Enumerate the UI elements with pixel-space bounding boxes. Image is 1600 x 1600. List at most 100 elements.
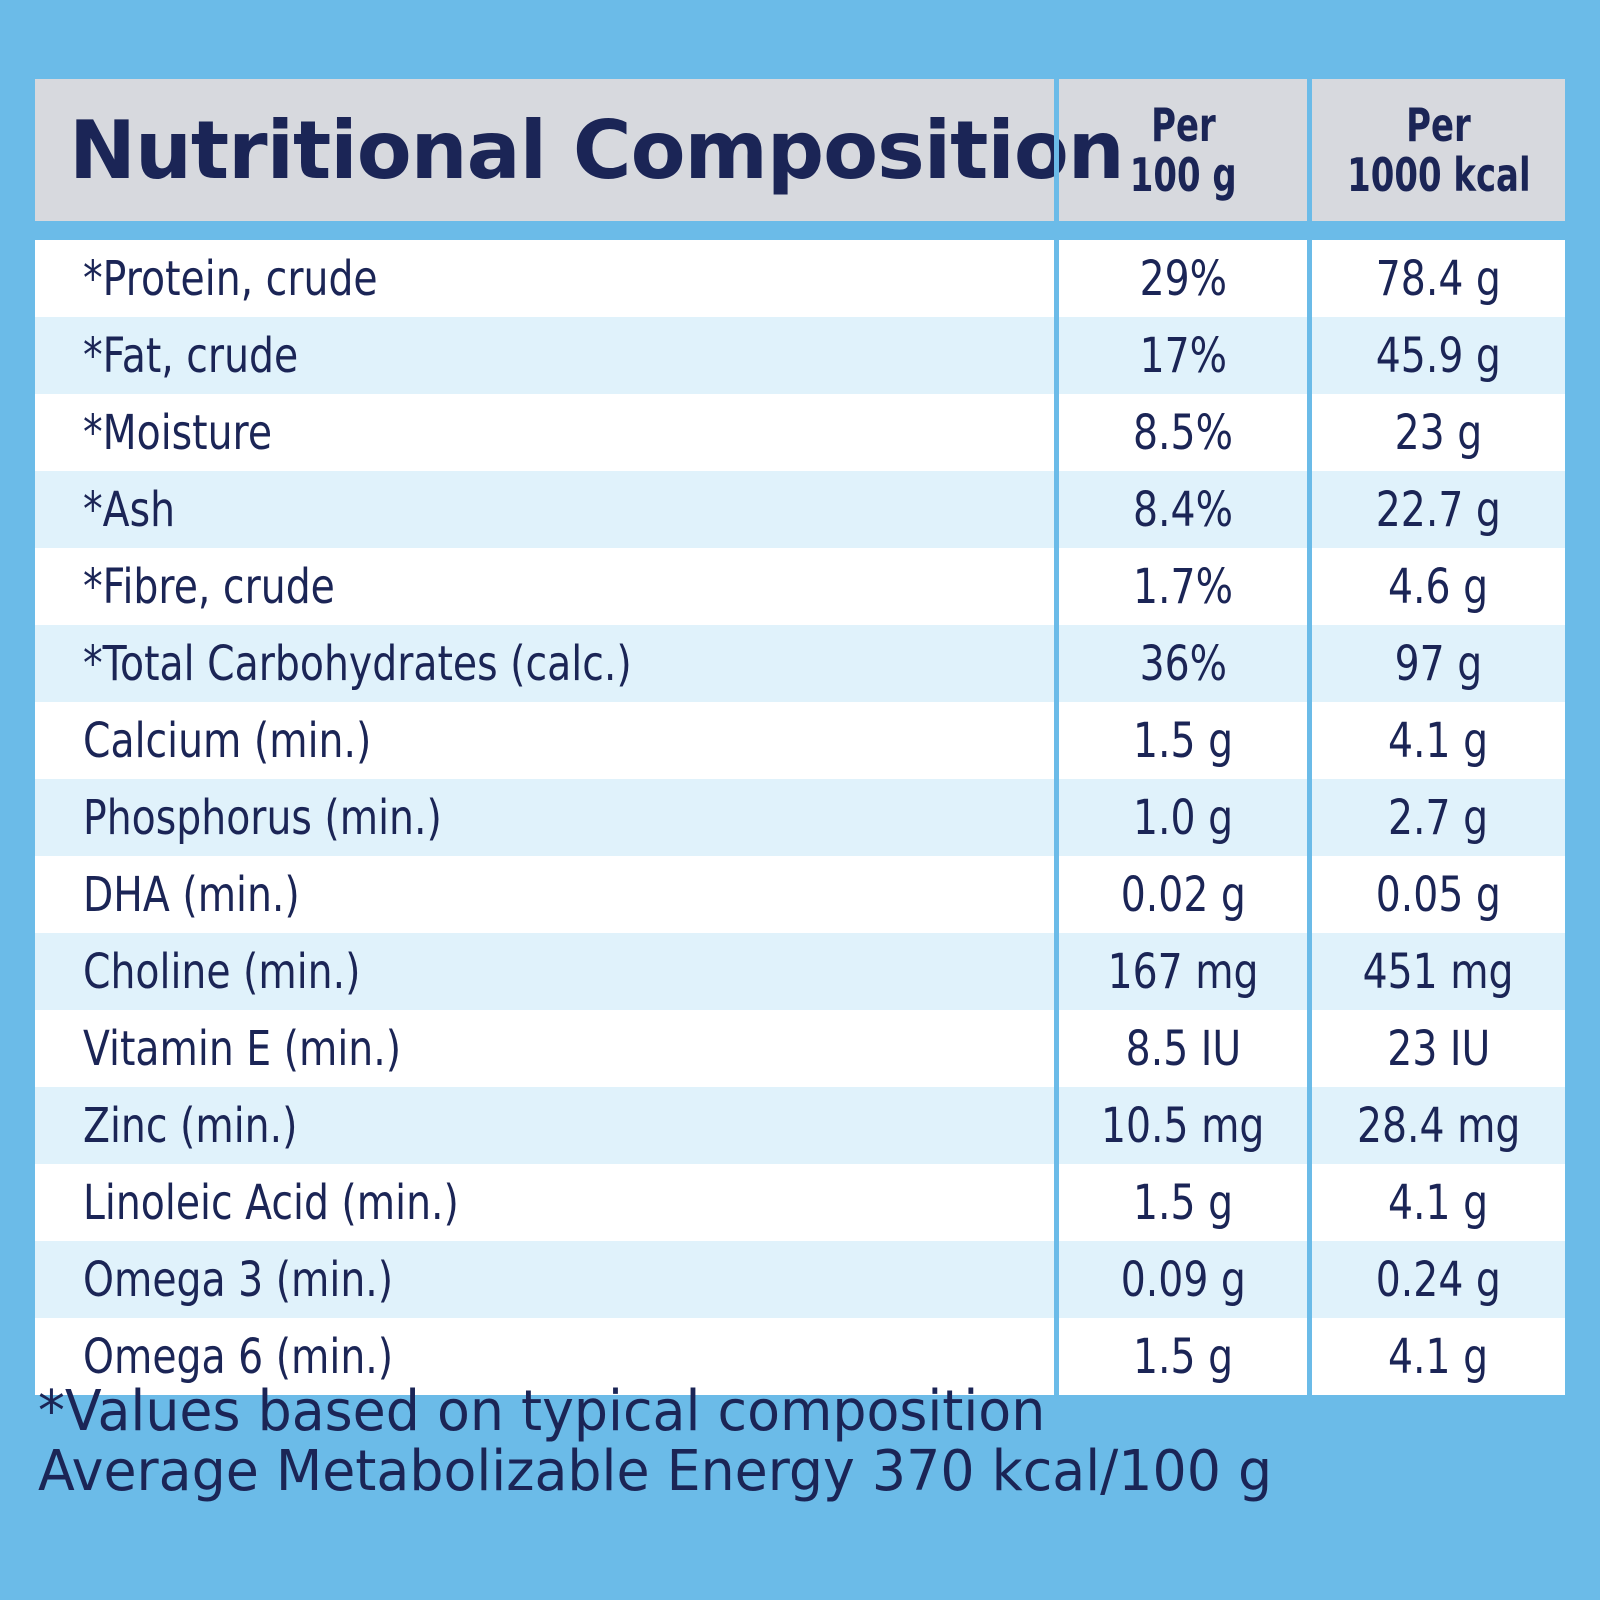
nutrient-name-text: DHA (min.) bbox=[83, 866, 300, 923]
nutrient-name-text: Omega 6 (min.) bbox=[83, 1328, 394, 1385]
value-per-100g-text: 8.5 IU bbox=[1125, 1020, 1241, 1077]
value-per-100g: 1.5 g bbox=[1054, 1318, 1312, 1395]
value-per-100g: 17% bbox=[1054, 317, 1312, 394]
nutrient-name-text: *Moisture bbox=[83, 404, 273, 461]
value-per-1000kcal: 451 mg bbox=[1312, 933, 1565, 1010]
footer-notes: *Values based on typical composition Ave… bbox=[38, 1382, 1324, 1502]
value-per-1000kcal-text: 0.05 g bbox=[1375, 866, 1502, 923]
value-per-1000kcal: 0.05 g bbox=[1312, 856, 1565, 933]
table-row: *Total Carbohydrates (calc.) 36% 97 g bbox=[35, 625, 1565, 702]
table-row: Calcium (min.) 1.5 g 4.1 g bbox=[35, 702, 1565, 779]
value-per-1000kcal: 23 IU bbox=[1312, 1010, 1565, 1087]
value-per-100g: 8.4% bbox=[1054, 471, 1312, 548]
column-header-per-1000kcal-line2: 1000 kcal bbox=[1346, 148, 1531, 202]
value-per-100g-text: 29% bbox=[1139, 250, 1227, 307]
value-per-100g: 167 mg bbox=[1054, 933, 1312, 1010]
table-row: *Protein, crude 29% 78.4 g bbox=[35, 240, 1565, 317]
value-per-1000kcal-text: 28.4 mg bbox=[1356, 1097, 1521, 1154]
value-per-1000kcal-text: 4.6 g bbox=[1388, 558, 1489, 615]
nutrient-name-text: Omega 3 (min.) bbox=[83, 1251, 394, 1308]
value-per-1000kcal: 4.6 g bbox=[1312, 548, 1565, 625]
value-per-1000kcal-text: 97 g bbox=[1394, 635, 1483, 692]
table-row: *Moisture 8.5% 23 g bbox=[35, 394, 1565, 471]
value-per-1000kcal-text: 2.7 g bbox=[1388, 789, 1489, 846]
table-row: DHA (min.) 0.02 g 0.05 g bbox=[35, 856, 1565, 933]
table-row: Omega 3 (min.) 0.09 g 0.24 g bbox=[35, 1241, 1565, 1318]
value-per-100g-text: 1.0 g bbox=[1132, 789, 1234, 846]
nutrient-name-text: Phosphorus (min.) bbox=[83, 789, 442, 846]
value-per-1000kcal: 2.7 g bbox=[1312, 779, 1565, 856]
footnote: *Values based on typical composition bbox=[38, 1379, 1046, 1444]
nutrient-name: Vitamin E (min.) bbox=[35, 1010, 1054, 1087]
value-per-1000kcal-text: 4.1 g bbox=[1388, 712, 1489, 769]
table-row: Phosphorus (min.) 1.0 g 2.7 g bbox=[35, 779, 1565, 856]
nutrient-name: Omega 3 (min.) bbox=[35, 1241, 1054, 1318]
nutrient-name: *Total Carbohydrates (calc.) bbox=[35, 625, 1054, 702]
value-per-1000kcal: 22.7 g bbox=[1312, 471, 1565, 548]
value-per-100g: 29% bbox=[1054, 240, 1312, 317]
nutrition-table: Nutritional Composition Per 100 g Per 10… bbox=[35, 79, 1565, 1395]
nutrient-name: DHA (min.) bbox=[35, 856, 1054, 933]
nutrient-name: *Ash bbox=[35, 471, 1054, 548]
value-per-1000kcal: 4.1 g bbox=[1312, 702, 1565, 779]
nutrient-name: *Moisture bbox=[35, 394, 1054, 471]
value-per-1000kcal-text: 23 IU bbox=[1386, 1020, 1491, 1077]
nutrient-name: Phosphorus (min.) bbox=[35, 779, 1054, 856]
value-per-1000kcal: 0.24 g bbox=[1312, 1241, 1565, 1318]
column-header-per-100g-line2: 100 g bbox=[1129, 148, 1237, 202]
value-per-100g-text: 0.02 g bbox=[1120, 866, 1246, 923]
nutrient-name-text: *Fat, crude bbox=[83, 327, 299, 384]
value-per-100g: 8.5% bbox=[1054, 394, 1312, 471]
nutrient-name-text: Linoleic Acid (min.) bbox=[83, 1174, 459, 1231]
value-per-100g: 1.5 g bbox=[1054, 1164, 1312, 1241]
table-row: Zinc (min.) 10.5 mg 28.4 mg bbox=[35, 1087, 1565, 1164]
header-gap bbox=[35, 221, 1565, 240]
value-per-100g: 0.09 g bbox=[1054, 1241, 1312, 1318]
nutrient-name: *Fat, crude bbox=[35, 317, 1054, 394]
value-per-100g: 10.5 mg bbox=[1054, 1087, 1312, 1164]
value-per-1000kcal-text: 23 g bbox=[1394, 404, 1483, 461]
table-title: Nutritional Composition bbox=[69, 103, 1125, 197]
value-per-100g-text: 17% bbox=[1139, 327, 1227, 384]
nutrient-name: Choline (min.) bbox=[35, 933, 1054, 1010]
nutrient-name: Omega 6 (min.) bbox=[35, 1318, 1054, 1395]
value-per-100g-text: 1.5 g bbox=[1132, 1174, 1234, 1231]
value-per-1000kcal: 28.4 mg bbox=[1312, 1087, 1565, 1164]
table-row: *Ash 8.4% 22.7 g bbox=[35, 471, 1565, 548]
nutrient-name-text: *Fibre, crude bbox=[83, 558, 335, 615]
table-body: *Protein, crude 29% 78.4 g *Fat, crude 17% 45… bbox=[35, 240, 1565, 1395]
value-per-100g-text: 1.7% bbox=[1132, 558, 1233, 615]
value-per-100g-text: 1.5 g bbox=[1132, 1328, 1234, 1385]
value-per-1000kcal-text: 4.1 g bbox=[1388, 1174, 1489, 1231]
value-per-100g: 36% bbox=[1054, 625, 1312, 702]
table-row: Omega 6 (min.) 1.5 g 4.1 g bbox=[35, 1318, 1565, 1395]
value-per-1000kcal-text: 451 mg bbox=[1363, 943, 1514, 1000]
value-per-100g-text: 8.5% bbox=[1132, 404, 1233, 461]
value-per-100g: 1.5 g bbox=[1054, 702, 1312, 779]
value-per-1000kcal-text: 45.9 g bbox=[1375, 327, 1502, 384]
nutrient-name: Calcium (min.) bbox=[35, 702, 1054, 779]
value-per-1000kcal: 97 g bbox=[1312, 625, 1565, 702]
nutrient-name: *Fibre, crude bbox=[35, 548, 1054, 625]
column-header-per-1000kcal: Per 1000 kcal bbox=[1312, 79, 1565, 221]
column-header-per-100g: Per 100 g bbox=[1054, 79, 1312, 221]
nutrient-name-text: *Protein, crude bbox=[83, 250, 378, 307]
value-per-100g: 1.0 g bbox=[1054, 779, 1312, 856]
column-header-per-100g-line1: Per bbox=[1150, 98, 1216, 152]
nutrient-name: Zinc (min.) bbox=[35, 1087, 1054, 1164]
value-per-100g-text: 1.5 g bbox=[1132, 712, 1234, 769]
nutrient-name: *Protein, crude bbox=[35, 240, 1054, 317]
nutrient-name-text: *Ash bbox=[83, 481, 176, 538]
value-per-100g-text: 0.09 g bbox=[1120, 1251, 1246, 1308]
value-per-1000kcal-text: 78.4 g bbox=[1375, 250, 1502, 307]
value-per-1000kcal: 45.9 g bbox=[1312, 317, 1565, 394]
value-per-100g-text: 10.5 mg bbox=[1101, 1097, 1265, 1154]
nutrient-name-text: Choline (min.) bbox=[83, 943, 361, 1000]
value-per-100g-text: 8.4% bbox=[1132, 481, 1233, 538]
value-per-1000kcal: 78.4 g bbox=[1312, 240, 1565, 317]
value-per-1000kcal: 4.1 g bbox=[1312, 1164, 1565, 1241]
table-row: Vitamin E (min.) 8.5 IU 23 IU bbox=[35, 1010, 1565, 1087]
nutrient-name-text: *Total Carbohydrates (calc.) bbox=[83, 635, 632, 692]
nutrient-name: Linoleic Acid (min.) bbox=[35, 1164, 1054, 1241]
value-per-100g-text: 167 mg bbox=[1107, 943, 1259, 1000]
